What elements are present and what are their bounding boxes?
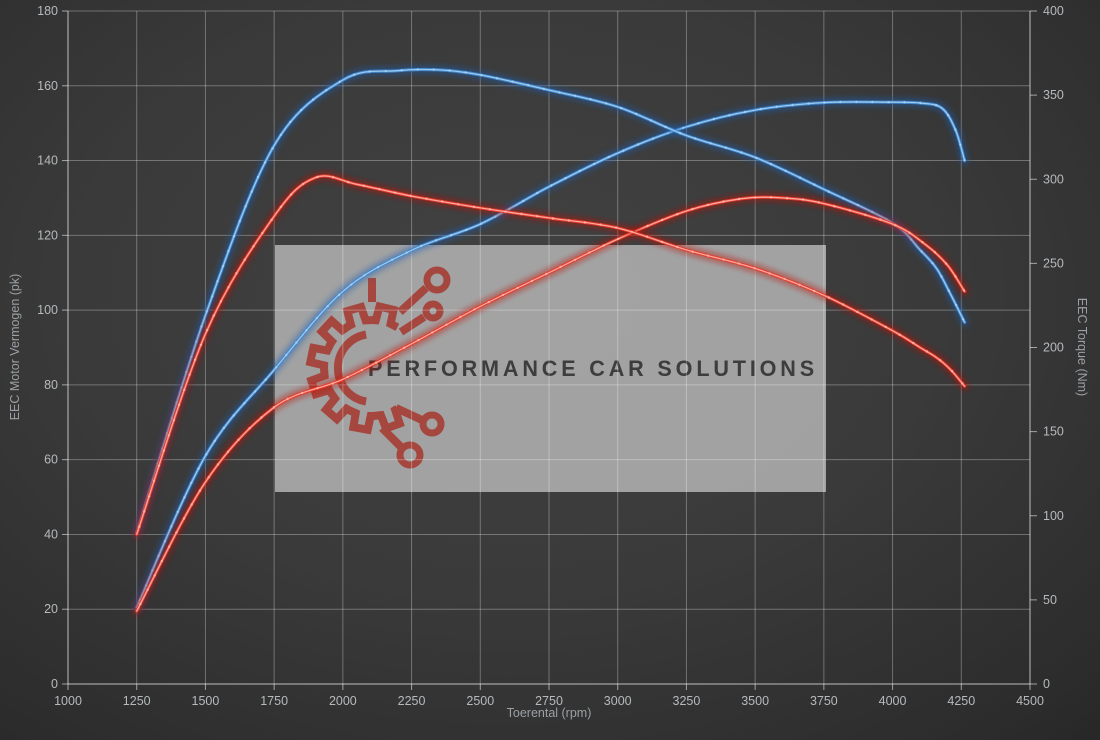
- axes: [62, 10, 1037, 690]
- y-left-tick-label: 180: [37, 4, 58, 18]
- x-tick-label: 1750: [260, 694, 288, 708]
- curve-power-red: [132, 192, 970, 616]
- x-tick-label: 3000: [604, 694, 632, 708]
- y-left-tick-label: 0: [51, 677, 58, 691]
- watermark-text: PERFORMANCE CAR SOLUTIONS: [368, 356, 818, 381]
- y-left-tick-label: 40: [44, 527, 58, 541]
- x-tick-label: 1000: [54, 694, 82, 708]
- x-tick-label: 3750: [810, 694, 838, 708]
- y-right-tick-label: 300: [1043, 172, 1064, 186]
- curve-torque-blue: [132, 64, 970, 538]
- y-axis-right-label: EEC Torque (Nm): [1075, 298, 1089, 396]
- x-tick-label: 4000: [879, 694, 907, 708]
- x-tick-label: 4250: [947, 694, 975, 708]
- y-right-tick-label: 150: [1043, 425, 1064, 439]
- x-tick-label: 2250: [398, 694, 426, 708]
- y-left-tick-label: 160: [37, 79, 58, 93]
- x-tick-label: 4500: [1016, 694, 1044, 708]
- y-right-tick-label: 400: [1043, 4, 1064, 18]
- x-axis-label: Toerental (rpm): [507, 706, 592, 720]
- y-right-tick-label: 200: [1043, 341, 1064, 355]
- y-left-tick-label: 100: [37, 303, 58, 317]
- gear-circuit-icon: [305, 266, 451, 469]
- curves: [132, 64, 970, 616]
- y-right-tick-label: 100: [1043, 509, 1064, 523]
- y-right-tick-label: 250: [1043, 256, 1064, 270]
- y-axis-left-label: EEC Motor Vermogen (pk): [8, 274, 22, 421]
- x-tick-label: 1500: [192, 694, 220, 708]
- grid-lines: [67, 10, 1031, 685]
- x-tick-label: 3500: [741, 694, 769, 708]
- curve-torque-red: [132, 171, 970, 539]
- x-tick-label: 2000: [329, 694, 357, 708]
- y-left-tick-label: 60: [44, 453, 58, 467]
- y-left-tick-label: 120: [37, 228, 58, 242]
- tick-labels: 1000 1250 1500 1750 2000 2250 2500 2750 3000 3250…: [37, 4, 1064, 708]
- y-right-tick-label: 0: [1043, 677, 1050, 691]
- x-tick-label: 2750: [535, 694, 563, 708]
- y-right-tick-label: 350: [1043, 88, 1064, 102]
- y-left-tick-label: 20: [44, 602, 58, 616]
- y-left-tick-label: 80: [44, 378, 58, 392]
- x-tick-label: 1250: [123, 694, 151, 708]
- x-tick-label: 2500: [466, 694, 494, 708]
- y-right-tick-label: 50: [1043, 593, 1057, 607]
- x-tick-label: 3250: [673, 694, 701, 708]
- y-left-tick-label: 140: [37, 154, 58, 168]
